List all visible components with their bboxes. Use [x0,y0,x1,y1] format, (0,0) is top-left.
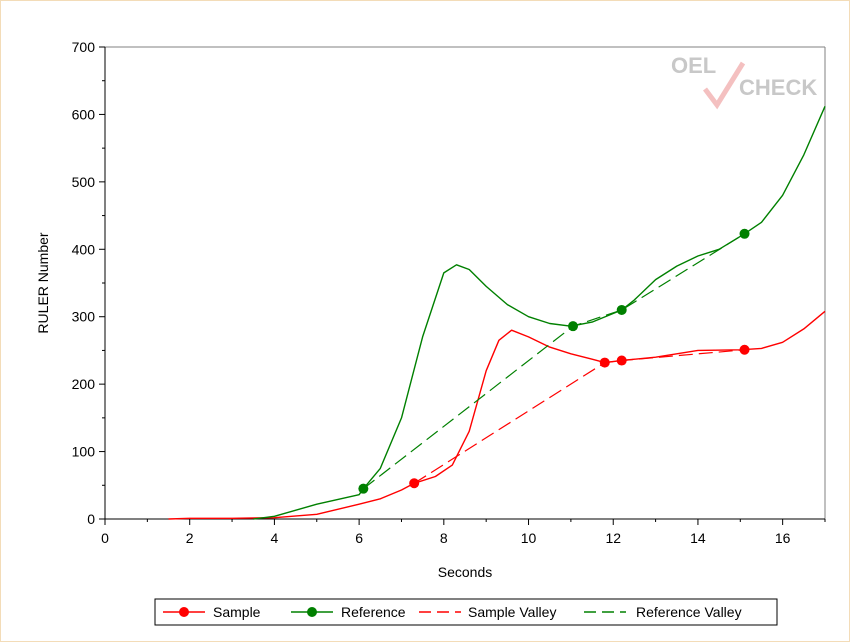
axes: 0 2 4 6 8 10 12 14 16 0 100 200 300 400 500 600 700 [72,39,826,546]
legend-label-reference: Reference [341,604,406,620]
y-tick-label: 300 [72,309,96,325]
y-tick-label: 200 [72,376,96,392]
x-tick-label: 16 [775,530,791,546]
sample-marker [616,355,627,366]
sample-marker [599,357,610,368]
plot-area [168,106,826,520]
legend-box [154,598,778,626]
reference-valley-line [363,233,745,490]
x-tick-label: 4 [271,530,279,546]
logo-checkmark-icon [703,61,746,110]
y-tick-label: 100 [72,444,96,460]
reference-marker [739,228,750,239]
y-tick-label: 400 [72,241,96,257]
x-tick-label: 10 [521,530,537,546]
reference-marker [358,483,369,494]
x-tick-label: 2 [186,530,194,546]
legend-marker-reference [307,607,317,617]
logo-oel-text: OEL [671,53,716,78]
legend-label-reference-valley: Reference Valley [636,604,742,620]
reference-line [253,106,826,520]
reference-marker [568,321,578,332]
legend-marker-sample [179,607,189,617]
sample-valley-line [413,349,745,484]
x-tick-label: 6 [355,530,363,546]
logo: OEL CHECK [671,53,817,110]
reference-marker [616,304,627,315]
x-tick-label: 8 [440,530,448,546]
x-axis-title: Seconds [438,564,492,580]
sample-line [168,310,826,520]
y-tick-label: 500 [72,174,96,190]
x-tick-label: 12 [605,530,621,546]
x-tick-label: 14 [690,530,706,546]
y-tick-label: 600 [72,106,96,122]
legend-label-sample-valley: Sample Valley [468,604,556,620]
legend: Sample Reference Sample Valley Reference Va… [154,598,778,626]
logo-check-text: CHECK [739,75,817,100]
y-tick-label: 0 [87,511,95,527]
y-axis-title: RULER Number [35,232,51,333]
legend-label-sample: Sample [213,604,261,620]
sample-marker [739,344,750,355]
x-tick-label: 0 [101,530,109,546]
y-tick-label: 700 [72,39,96,55]
sample-marker [409,478,420,489]
